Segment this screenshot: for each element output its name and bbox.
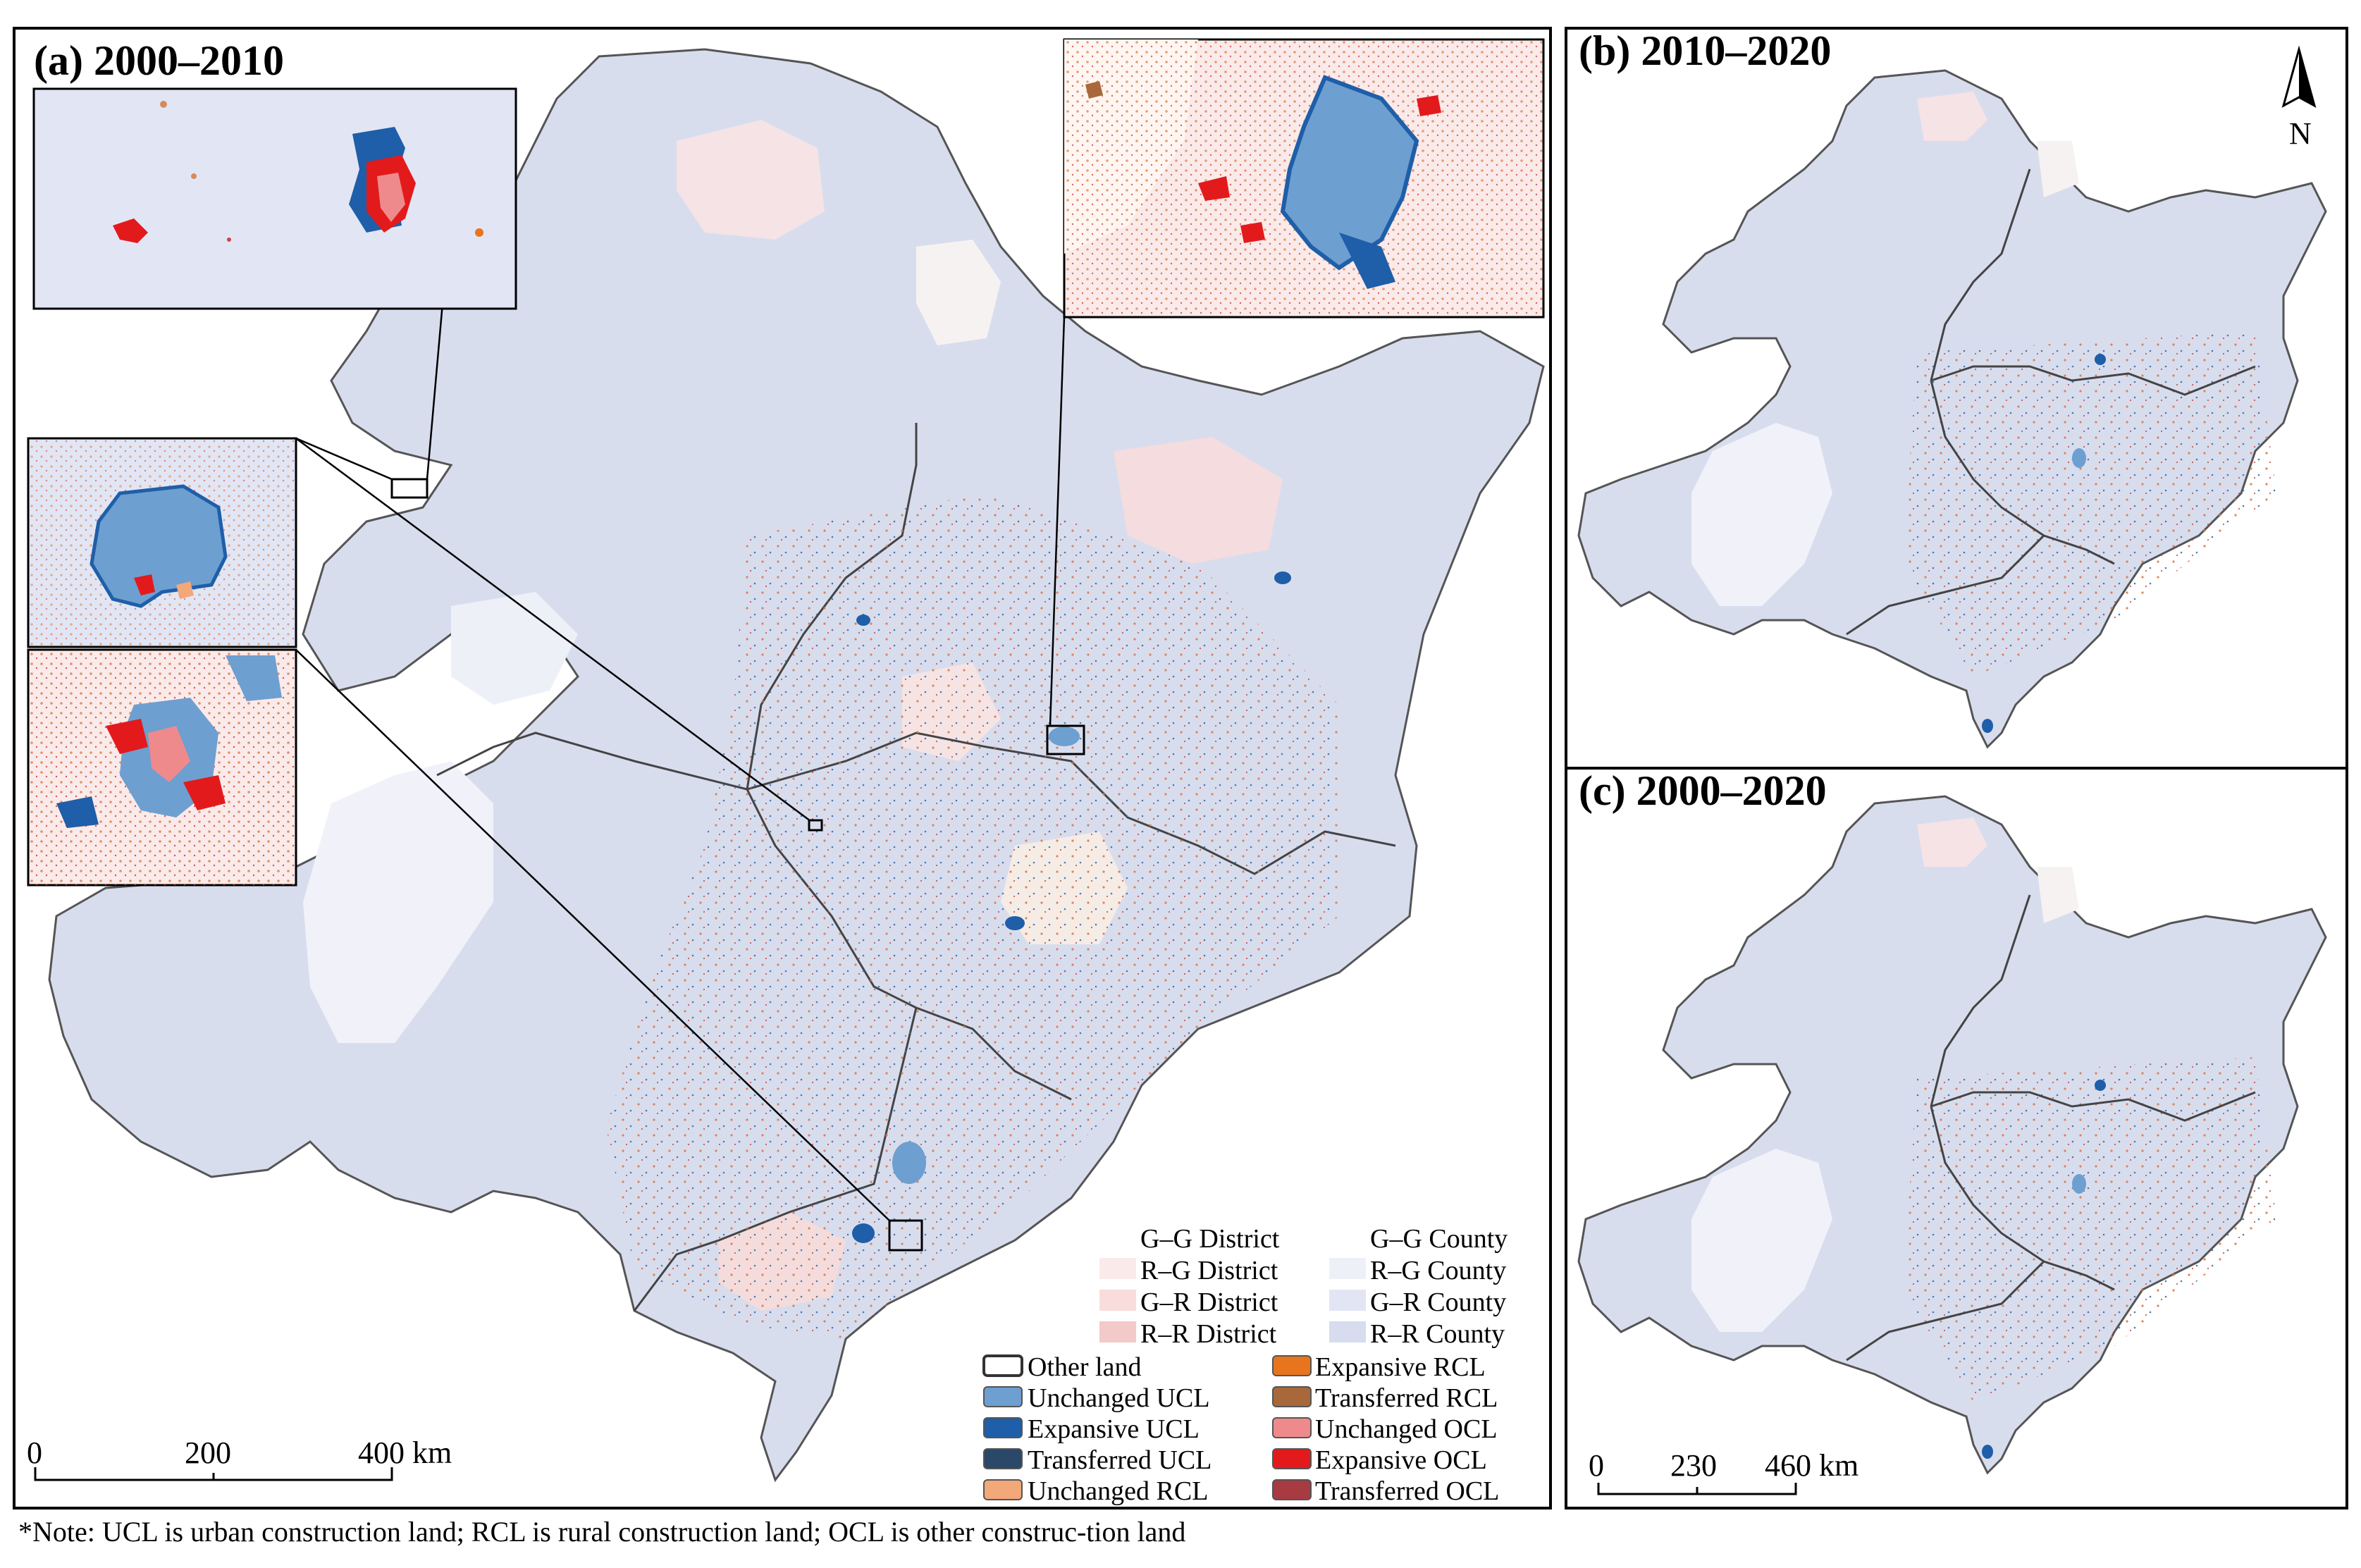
city-cluster-a2	[892, 1142, 926, 1184]
legend-rr-county: R–R County	[1370, 1319, 1505, 1349]
zoom-box-a3	[1046, 724, 1085, 755]
leader-line-2b	[295, 649, 890, 1221]
svg-text:460 km: 460 km	[1765, 1448, 1858, 1483]
city-cluster-a5	[1274, 572, 1291, 584]
leader-line-3	[1049, 316, 1066, 727]
region-north-rr	[677, 120, 825, 240]
legend-expansive-rcl: Expansive RCL	[1315, 1352, 1486, 1382]
leader-line-1b	[295, 437, 393, 481]
legend-transferred-ucl: Transferred UCL	[1028, 1445, 1212, 1475]
inset-3	[27, 648, 297, 887]
legend-unchanged-ocl: Unchanged OCL	[1315, 1414, 1498, 1444]
construction-land-scatter-a	[606, 493, 1339, 1339]
legend-expansive-ocl: Expansive OCL	[1315, 1445, 1487, 1475]
legend-landuse: Other land Expansive RCL Unchanged UCL T…	[982, 1352, 1499, 1506]
leader-line-2a	[295, 437, 811, 822]
map-a	[48, 48, 1545, 1483]
region-east-rr	[1114, 437, 1283, 564]
legend-rg-district: R–G District	[1140, 1256, 1278, 1285]
scalebar-a: 0 200 400 km	[27, 1436, 452, 1481]
svg-text:0: 0	[1589, 1448, 1604, 1483]
scalebar-bc: 0 230 460 km	[1589, 1448, 1858, 1495]
inset-4	[1063, 38, 1545, 319]
zoom-box-a2	[808, 819, 823, 832]
legend-gg-county: G–G County	[1370, 1224, 1508, 1254]
inset-1	[32, 87, 517, 310]
north-label: N	[2289, 116, 2312, 151]
zoom-box-a1	[390, 478, 429, 499]
province-border-a5	[436, 731, 748, 791]
footnote: *Note: UCL is urban construction land; R…	[18, 1516, 1186, 1548]
legend-other-land: Other land	[1028, 1352, 1141, 1382]
svg-text:230: 230	[1670, 1448, 1717, 1483]
legend-rg-county: R–G County	[1370, 1256, 1506, 1285]
svg-text:200: 200	[185, 1436, 231, 1470]
legend-unchanged-ucl: Unchanged UCL	[1028, 1383, 1210, 1413]
svg-text:0: 0	[27, 1436, 42, 1470]
inset-2	[27, 437, 297, 648]
legend-transferred-ocl: Transferred OCL	[1315, 1476, 1499, 1506]
region-rg-county-west2	[451, 592, 578, 705]
zoom-box-a4	[888, 1219, 923, 1252]
legend-rr-district: R–R District	[1140, 1319, 1277, 1349]
city-cluster-a6	[856, 615, 870, 626]
panel-c-title: (c) 2000–2020	[1579, 767, 1827, 814]
panel-b-title: (b) 2010–2020	[1579, 27, 1831, 74]
legend-transferred-rcl: Transferred RCL	[1315, 1383, 1498, 1413]
legend-expansive-ucl: Expansive UCL	[1028, 1414, 1200, 1444]
region-rg-county-west	[303, 761, 493, 1043]
panel-a-title: (a) 2000–2010	[34, 37, 284, 84]
map-c	[1577, 795, 2327, 1475]
legend-gg-district: G–G District	[1140, 1224, 1280, 1254]
map-b	[1577, 69, 2327, 749]
legend-gr-county: G–R County	[1370, 1288, 1506, 1317]
city-cluster-a4	[1005, 916, 1025, 930]
leader-line-1a	[426, 302, 444, 480]
city-cluster-a3	[852, 1223, 875, 1243]
city-cluster-a1	[1049, 727, 1080, 746]
legend-unchanged-rcl: Unchanged RCL	[1028, 1476, 1208, 1506]
legend-gr-district: G–R District	[1140, 1288, 1278, 1317]
legend-regions: G–G District G–G County R–G District R–G…	[1099, 1224, 1508, 1349]
svg-text:400 km: 400 km	[358, 1436, 452, 1470]
north-arrow: N	[2281, 45, 2317, 151]
region-north-white	[916, 240, 1001, 345]
